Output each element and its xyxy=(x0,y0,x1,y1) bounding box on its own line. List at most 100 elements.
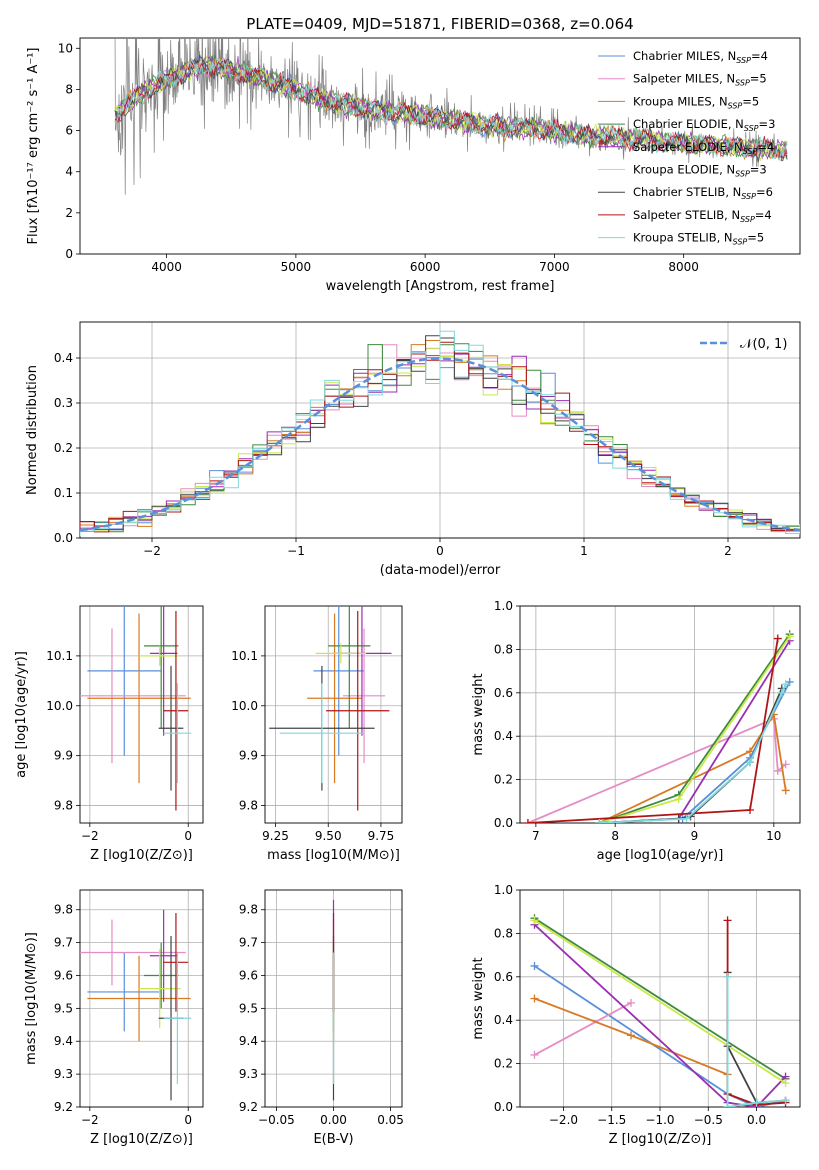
y-tick-label: 1.0 xyxy=(494,883,513,897)
x-tick-label: 8 xyxy=(611,829,619,843)
x-tick-label: −2 xyxy=(81,829,99,843)
mw_age-ylabel: mass weight xyxy=(471,673,486,755)
legend-label: Kroupa MILES, NSSP=5 xyxy=(633,94,759,110)
spectrum-data-line xyxy=(114,38,788,195)
mass-weight-line-sm xyxy=(534,1002,632,1056)
mass-weight-marker-ks xyxy=(781,1096,790,1105)
x-tick-label: 7000 xyxy=(539,260,570,274)
x-tick-label: 9.25 xyxy=(262,829,289,843)
mass-weight-marker-ks xyxy=(723,1103,732,1107)
age_Z-grid xyxy=(80,606,203,823)
y-tick-label: 0.4 xyxy=(494,1013,513,1027)
y-tick-label: 0.3 xyxy=(54,396,73,410)
spectrum-frame xyxy=(79,37,801,255)
x-tick-label: 9.75 xyxy=(368,829,395,843)
y-tick-label: 9.9 xyxy=(239,749,258,763)
mass-weight-line-cs xyxy=(599,688,783,823)
mass_Z-frame xyxy=(79,889,204,1108)
age_mass-frame xyxy=(264,605,403,824)
mw_age-grid xyxy=(520,605,800,824)
mass-weight-marker-km xyxy=(781,786,790,795)
y-tick-label: 9.3 xyxy=(239,1067,258,1081)
mass-weight-marker-km xyxy=(627,1031,636,1040)
mw_age-lines xyxy=(523,630,794,823)
mass-weight-marker-sm xyxy=(773,766,782,775)
y-tick-label: 8 xyxy=(65,82,73,96)
x-tick-label: −0.05 xyxy=(258,1113,295,1127)
x-tick-label: 7 xyxy=(532,829,540,843)
mass_Z-axes: −2 0 9.2 9.3 9.4 9.5 9.6 9.7 9.8 Z [log10(Z/Z⊙)] m… xyxy=(24,889,204,1147)
x-tick-label: 10 xyxy=(766,829,781,843)
y-tick-label: 10 xyxy=(58,41,73,55)
y-tick-label: 10.1 xyxy=(231,649,258,663)
mw_age-axes: 7 8 9 10 0.0 0.2 0.4 0.6 0.8 1.0 age [log10(age/yr… xyxy=(471,599,801,863)
y-tick-label: 0.1 xyxy=(54,486,73,500)
mass-weight-marker-sm xyxy=(627,998,636,1007)
mass-weight-marker-km xyxy=(530,994,539,1003)
y-tick-label: 0.4 xyxy=(54,351,73,365)
spectrum-legend: Chabrier MILES, NSSP=4 Salpeter MILES, NS… xyxy=(598,49,775,247)
x-tick-label: 2 xyxy=(724,544,732,558)
mass-weight-marker-sm xyxy=(530,1050,539,1059)
x-tick-label: −1.0 xyxy=(645,1113,674,1127)
x-tick-label: 4000 xyxy=(151,260,182,274)
x-tick-label: 0 xyxy=(184,829,192,843)
mw_Z-ylabel: mass weight xyxy=(471,957,486,1039)
mass_Z-xlabel: Z [log10(Z/Z⊙)] xyxy=(90,1132,193,1147)
y-tick-label: 9.8 xyxy=(239,903,258,917)
legend-label: Salpeter MILES, NSSP=5 xyxy=(633,72,767,88)
mass_Z-points xyxy=(80,909,192,1101)
mass-weight-marker-km xyxy=(746,747,755,756)
spectrum-lines xyxy=(114,38,788,195)
y-tick-label: 9.8 xyxy=(54,903,73,917)
age_Z-frame xyxy=(79,605,204,824)
y-tick-label: 0.2 xyxy=(494,1057,513,1071)
y-tick-label: 9.2 xyxy=(54,1100,73,1114)
spectrum-axes: 4000 5000 6000 7000 8000 0 2 4 6 8 10 wavelength [A… xyxy=(26,37,801,294)
mass-weight-marker-ke xyxy=(785,632,794,641)
legend-label: 𝒩(0, 1) xyxy=(740,337,787,352)
y-tick-label: 9.7 xyxy=(239,936,258,950)
x-tick-label: −0.5 xyxy=(694,1113,723,1127)
y-tick-label: 0.0 xyxy=(54,531,73,545)
y-tick-label: 9.3 xyxy=(54,1067,73,1081)
figure-title: PLATE=0409, MJD=51871, FIBERID=0368, z=0… xyxy=(246,15,633,33)
mw_Z-xlabel: Z [log10(Z/Z⊙)] xyxy=(609,1132,712,1147)
mass-weight-marker-ks xyxy=(752,1098,761,1107)
x-tick-label: 6000 xyxy=(410,260,441,274)
x-tick-label: 1 xyxy=(580,544,588,558)
y-tick-label: 0.8 xyxy=(494,642,513,656)
age_mass-xlabel: mass [log10(M/M⊙)] xyxy=(267,848,400,863)
mw_Z-axes: −2.0 −1.5 −1.0 −0.5 0.0 0.0 0.2 0.4 0.6 0.8 1.0 Z [… xyxy=(471,883,801,1147)
x-tick-label: 0 xyxy=(436,544,444,558)
mass-weight-marker-ss xyxy=(773,634,782,643)
age_Z-ylabel: age [log10(age/yr)] xyxy=(14,651,29,778)
mw_Z-lines xyxy=(530,914,790,1107)
age_mass-points xyxy=(269,606,392,811)
age_Z-points xyxy=(80,606,192,811)
x-tick-label: −1.5 xyxy=(597,1113,626,1127)
mass-weight-marker-ke xyxy=(530,916,539,925)
mass-weight-marker-ss xyxy=(723,916,732,925)
legend-label: Kroupa ELODIE, NSSP=3 xyxy=(633,163,767,179)
y-tick-label: 9.2 xyxy=(239,1100,258,1114)
y-tick-label: 10.1 xyxy=(46,649,73,663)
mass_Z-ylabel: mass [log10(M/M⊙)] xyxy=(24,932,39,1065)
legend-label: Salpeter STELIB, NSSP=4 xyxy=(633,208,772,224)
y-tick-label: 9.6 xyxy=(54,968,73,982)
spectrum-xlabel: wavelength [Angstrom, rest frame] xyxy=(326,279,555,294)
mass-weight-marker-ke xyxy=(781,1079,790,1088)
y-tick-label: 9.6 xyxy=(239,968,258,982)
y-tick-label: 9.4 xyxy=(54,1034,73,1048)
age_mass-grid xyxy=(265,606,402,823)
x-tick-label: 9.50 xyxy=(315,829,342,843)
x-tick-label: −1 xyxy=(287,544,305,558)
x-tick-label: 8000 xyxy=(668,260,699,274)
y-tick-label: 0.0 xyxy=(494,1100,513,1114)
x-tick-label: −2 xyxy=(81,1113,99,1127)
spectrum-model-line-ks xyxy=(114,57,788,161)
legend-label: Kroupa STELIB, NSSP=5 xyxy=(633,231,764,247)
mass-weight-marker-ks xyxy=(595,819,604,823)
mw_age-xlabel: age [log10(age/yr)] xyxy=(597,848,724,863)
y-tick-label: 9.9 xyxy=(54,749,73,763)
